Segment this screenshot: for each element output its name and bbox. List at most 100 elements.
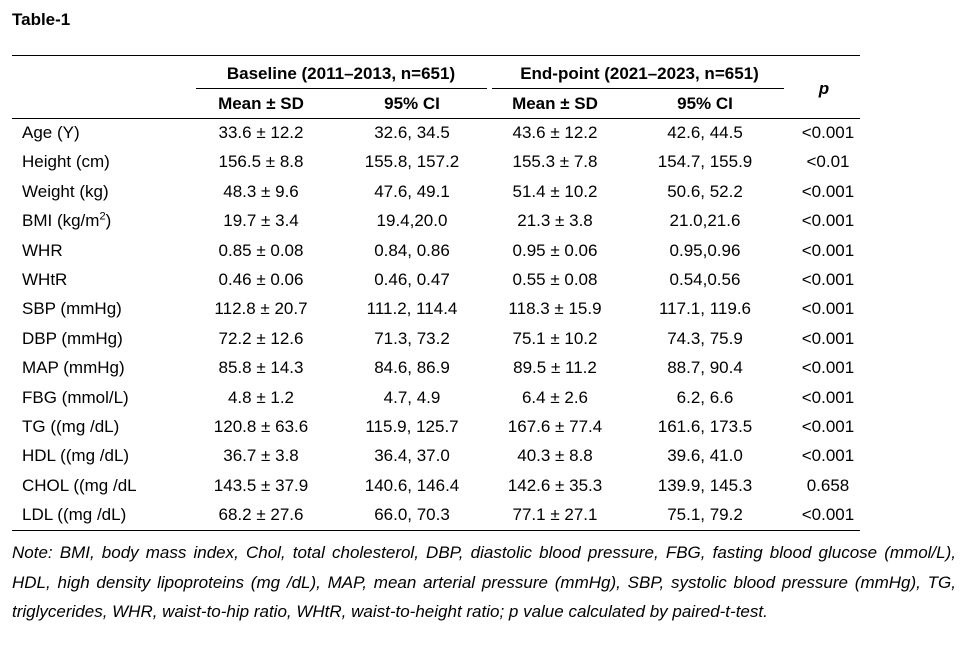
baseline-mean-cell: 120.8 ± 63.6 bbox=[213, 417, 309, 436]
baseline-ci-cell: 0.46, 0.47 bbox=[374, 270, 450, 289]
baseline-mean-cell: 68.2 ± 27.6 bbox=[218, 505, 304, 525]
endpoint-mean-cell: 21.3 ± 3.8 bbox=[517, 211, 593, 231]
endpoint-mean-cell: 167.6 ± 77.4 bbox=[507, 417, 603, 436]
baseline-mean-cell: 0.46 ± 0.06 bbox=[218, 270, 304, 289]
baseline-ci-cell: 71.3, 73.2 bbox=[374, 328, 450, 348]
bottom-rule bbox=[12, 530, 860, 531]
p-value-cell: <0.001 bbox=[801, 181, 855, 201]
baseline-ci-cell: 66.0, 70.3 bbox=[374, 505, 450, 525]
row-label: MAP (mmHg) bbox=[22, 358, 125, 378]
top-rule bbox=[12, 55, 860, 56]
baseline-mean-cell: 72.2 ± 12.6 bbox=[218, 328, 304, 348]
baseline-ci-cell: 111.2, 114.4 bbox=[366, 299, 458, 319]
row-label: TG ((mg /dL) bbox=[22, 417, 120, 436]
baseline-ci-cell: 19.4,20.0 bbox=[376, 211, 448, 231]
row-label-superscript: 2 bbox=[99, 210, 106, 223]
baseline-mean-cell: 33.6 ± 12.2 bbox=[218, 123, 304, 142]
baseline-mean-cell: 19.7 ± 3.4 bbox=[223, 211, 299, 231]
table-title: Table-1 bbox=[12, 10, 71, 29]
baseline-ci-cell: 36.4, 37.0 bbox=[374, 446, 450, 466]
baseline-mean-cell: 156.5 ± 8.8 bbox=[218, 152, 304, 172]
endpoint-mean-cell: 6.4 ± 2.6 bbox=[521, 387, 589, 407]
row-label: Weight (kg) bbox=[22, 181, 109, 201]
endpoint-ci-cell: 6.2, 6.6 bbox=[676, 387, 734, 407]
baseline-ci-cell: 32.6, 34.5 bbox=[374, 123, 450, 142]
p-value-cell: <0.001 bbox=[801, 358, 855, 378]
endpoint-mean-cell: 89.5 ± 11.2 bbox=[513, 358, 597, 378]
p-value-cell: <0.001 bbox=[801, 446, 855, 466]
p-value-cell: 0.658 bbox=[806, 475, 850, 495]
baseline-ci-cell: 155.8, 157.2 bbox=[364, 152, 460, 172]
endpoint-mean-cell: 0.55 ± 0.08 bbox=[512, 270, 598, 289]
baseline-group-header: Baseline (2011–2013, n=651) bbox=[226, 64, 456, 83]
baseline-ci-cell: 115.9, 125.7 bbox=[365, 417, 459, 436]
endpoint-ci-cell: 39.6, 41.0 bbox=[667, 446, 743, 466]
endpoint-subrule bbox=[492, 88, 784, 89]
row-label: BMI (kg/m2) bbox=[22, 211, 192, 231]
baseline-mean-cell: 85.8 ± 14.3 bbox=[218, 358, 304, 378]
endpoint-mean-cell: 51.4 ± 10.2 bbox=[512, 181, 598, 201]
row-label: SBP (mmHg) bbox=[22, 299, 122, 319]
endpoint-ci-cell: 50.6, 52.2 bbox=[667, 181, 743, 201]
endpoint-ci-cell: 75.1, 79.2 bbox=[667, 505, 743, 525]
endpoint-mean-cell: 142.6 ± 35.3 bbox=[507, 475, 603, 495]
p-value-cell: <0.001 bbox=[801, 123, 855, 142]
endpoint-mean-cell: 43.6 ± 12.2 bbox=[512, 123, 598, 142]
p-value-cell: <0.001 bbox=[801, 270, 855, 289]
endpoint-mean-cell: 75.1 ± 10.2 bbox=[512, 328, 598, 348]
p-value-cell: <0.01 bbox=[806, 152, 850, 172]
baseline-ci-cell: 47.6, 49.1 bbox=[374, 181, 450, 201]
row-label-suffix: ) bbox=[105, 211, 112, 231]
p-value-cell: <0.001 bbox=[801, 328, 855, 348]
endpoint-ci-cell: 117.1, 119.6 bbox=[658, 299, 751, 319]
p-value-cell: <0.001 bbox=[801, 387, 855, 407]
endpoint-ci-cell: 161.6, 173.5 bbox=[657, 417, 753, 436]
endpoint-mean-cell: 155.3 ± 7.8 bbox=[512, 152, 598, 172]
baseline-mean-cell: 36.7 ± 3.8 bbox=[223, 446, 299, 466]
row-label: FBG (mmol/L) bbox=[22, 387, 129, 407]
row-label: CHOL ((mg /dL bbox=[22, 475, 137, 495]
baseline-ci-cell: 140.6, 146.4 bbox=[364, 475, 460, 495]
endpoint-mean-cell: 0.95 ± 0.06 bbox=[512, 240, 598, 260]
endpoint-ci-cell: 21.0,21.6 bbox=[669, 211, 741, 231]
p-value-cell: <0.001 bbox=[801, 299, 855, 319]
endpoint-mean-cell: 40.3 ± 8.8 bbox=[517, 446, 593, 466]
endpoint-ci-cell: 88.7, 90.4 bbox=[667, 358, 743, 378]
baseline-ci-cell: 4.7, 4.9 bbox=[383, 387, 441, 407]
endpoint-ci-cell: 139.9, 145.3 bbox=[657, 475, 753, 495]
baseline-mean-cell: 48.3 ± 9.6 bbox=[223, 181, 299, 201]
p-value-cell: <0.001 bbox=[801, 505, 855, 525]
baseline-mean-cell: 4.8 ± 1.2 bbox=[227, 387, 295, 407]
endpoint-mean-cell: 118.3 ± 15.9 bbox=[508, 299, 602, 319]
baseline-mean-cell: 0.85 ± 0.08 bbox=[218, 240, 304, 260]
baseline-ci-cell: 84.6, 86.9 bbox=[374, 358, 450, 378]
endpoint-group-header: End-point (2021–2023, n=651) bbox=[520, 64, 759, 83]
row-label: HDL ((mg /dL) bbox=[22, 446, 130, 466]
endpoint-ci-cell: 154.7, 155.9 bbox=[657, 152, 753, 172]
p-value-cell: <0.001 bbox=[801, 211, 855, 231]
endpoint-ci-header: 95% CI bbox=[677, 94, 733, 113]
row-label: DBP (mmHg) bbox=[22, 328, 123, 348]
row-label: LDL ((mg /dL) bbox=[22, 505, 127, 525]
row-label-text: BMI (kg/m bbox=[22, 211, 100, 231]
baseline-ci-header: 95% CI bbox=[384, 94, 440, 113]
row-label: WHtR bbox=[22, 270, 68, 289]
endpoint-mean-cell: 77.1 ± 27.1 bbox=[512, 505, 598, 525]
row-label: WHR bbox=[22, 240, 63, 260]
p-value-header: p bbox=[818, 79, 830, 98]
endpoint-ci-cell: 0.95,0.96 bbox=[669, 240, 741, 260]
endpoint-ci-cell: 42.6, 44.5 bbox=[667, 123, 743, 142]
endpoint-mean-header: Mean ± SD bbox=[512, 94, 598, 113]
baseline-mean-header: Mean ± SD bbox=[218, 94, 304, 113]
p-value-cell: <0.001 bbox=[801, 417, 855, 436]
table-note: Note: BMI, body mass index, Chol, total … bbox=[12, 543, 956, 621]
row-label: Height (cm) bbox=[22, 152, 110, 172]
row-label: Age (Y) bbox=[22, 123, 80, 142]
baseline-ci-cell: 0.84, 0.86 bbox=[374, 240, 450, 260]
baseline-mean-cell: 112.8 ± 20.7 bbox=[214, 299, 308, 319]
endpoint-ci-cell: 0.54,0.56 bbox=[669, 270, 741, 289]
p-value-cell: <0.001 bbox=[801, 240, 855, 260]
endpoint-ci-cell: 74.3, 75.9 bbox=[667, 328, 743, 348]
baseline-subrule bbox=[196, 88, 487, 89]
header-rule bbox=[12, 118, 860, 119]
